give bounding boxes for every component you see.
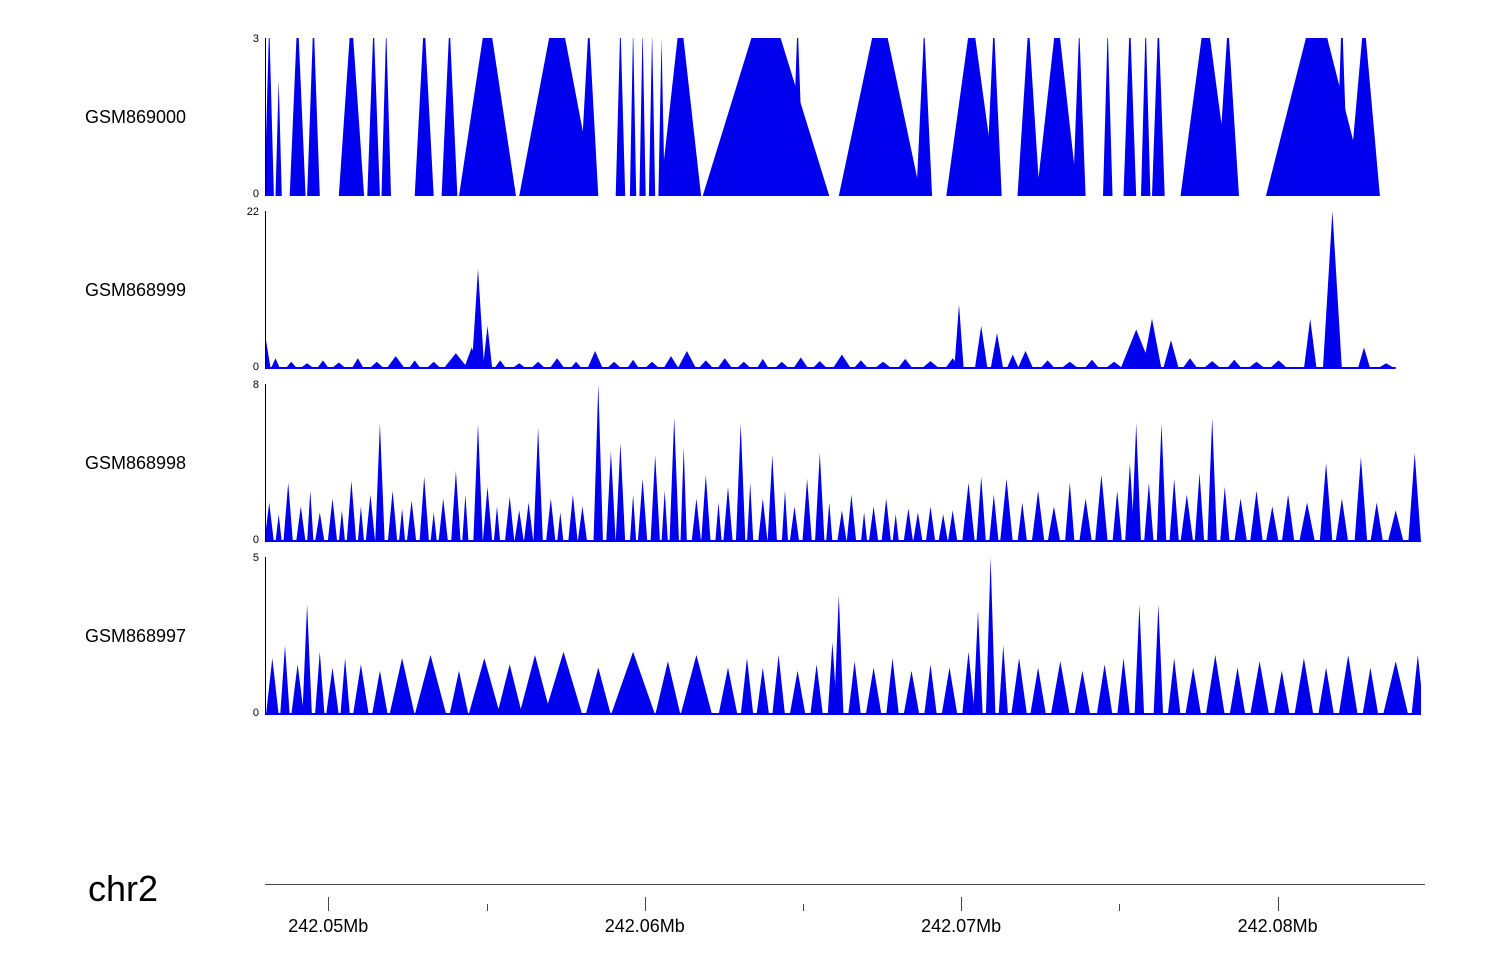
axis-tick-label: 242.06Mb xyxy=(604,916,685,936)
track-row-GSM868997: GSM868997 5 0 xyxy=(0,553,1500,719)
axis-tick-label: 242.07Mb xyxy=(921,916,1002,936)
track-label: GSM868997 xyxy=(85,626,187,646)
axis-tick-label: 242.05Mb xyxy=(288,916,369,936)
y-axis-max-label: 8 xyxy=(252,379,259,391)
genome-axis-line xyxy=(265,884,1425,885)
coverage-area xyxy=(266,211,1396,369)
axis-major-tick xyxy=(1277,897,1279,911)
track-label: GSM868999 xyxy=(85,280,187,300)
chromosome-label: chr2 xyxy=(88,868,159,909)
axis-minor-tick xyxy=(802,904,804,911)
track-plot: 22 0 xyxy=(247,207,1421,373)
axis-tick-label: 242.08Mb xyxy=(1237,916,1318,936)
y-axis-zero-label: 0 xyxy=(252,707,259,719)
axis-major-tick xyxy=(961,897,963,911)
axis-minor-tick xyxy=(1119,904,1121,911)
track-row-GSM869000: GSM869000 3 0 xyxy=(0,34,1500,200)
coverage-area xyxy=(266,557,1421,715)
track-label: GSM869000 xyxy=(85,107,187,127)
track-row-GSM868999: GSM868999 22 0 xyxy=(0,207,1500,373)
coverage-area xyxy=(266,38,1380,196)
y-axis-zero-label: 0 xyxy=(252,534,259,546)
y-axis-zero-label: 0 xyxy=(252,361,259,373)
y-axis-zero-label: 0 xyxy=(252,188,259,200)
y-axis-max-label: 3 xyxy=(252,33,259,45)
y-axis-max-label: 22 xyxy=(246,206,259,218)
axis-minor-tick xyxy=(486,904,488,911)
axis-major-tick xyxy=(328,897,330,911)
track-label: GSM868998 xyxy=(85,453,187,473)
y-axis-max-label: 5 xyxy=(252,552,259,564)
coverage-area xyxy=(266,384,1421,542)
axis-major-tick xyxy=(644,897,646,911)
track-row-GSM868998: GSM868998 8 0 xyxy=(0,380,1500,546)
